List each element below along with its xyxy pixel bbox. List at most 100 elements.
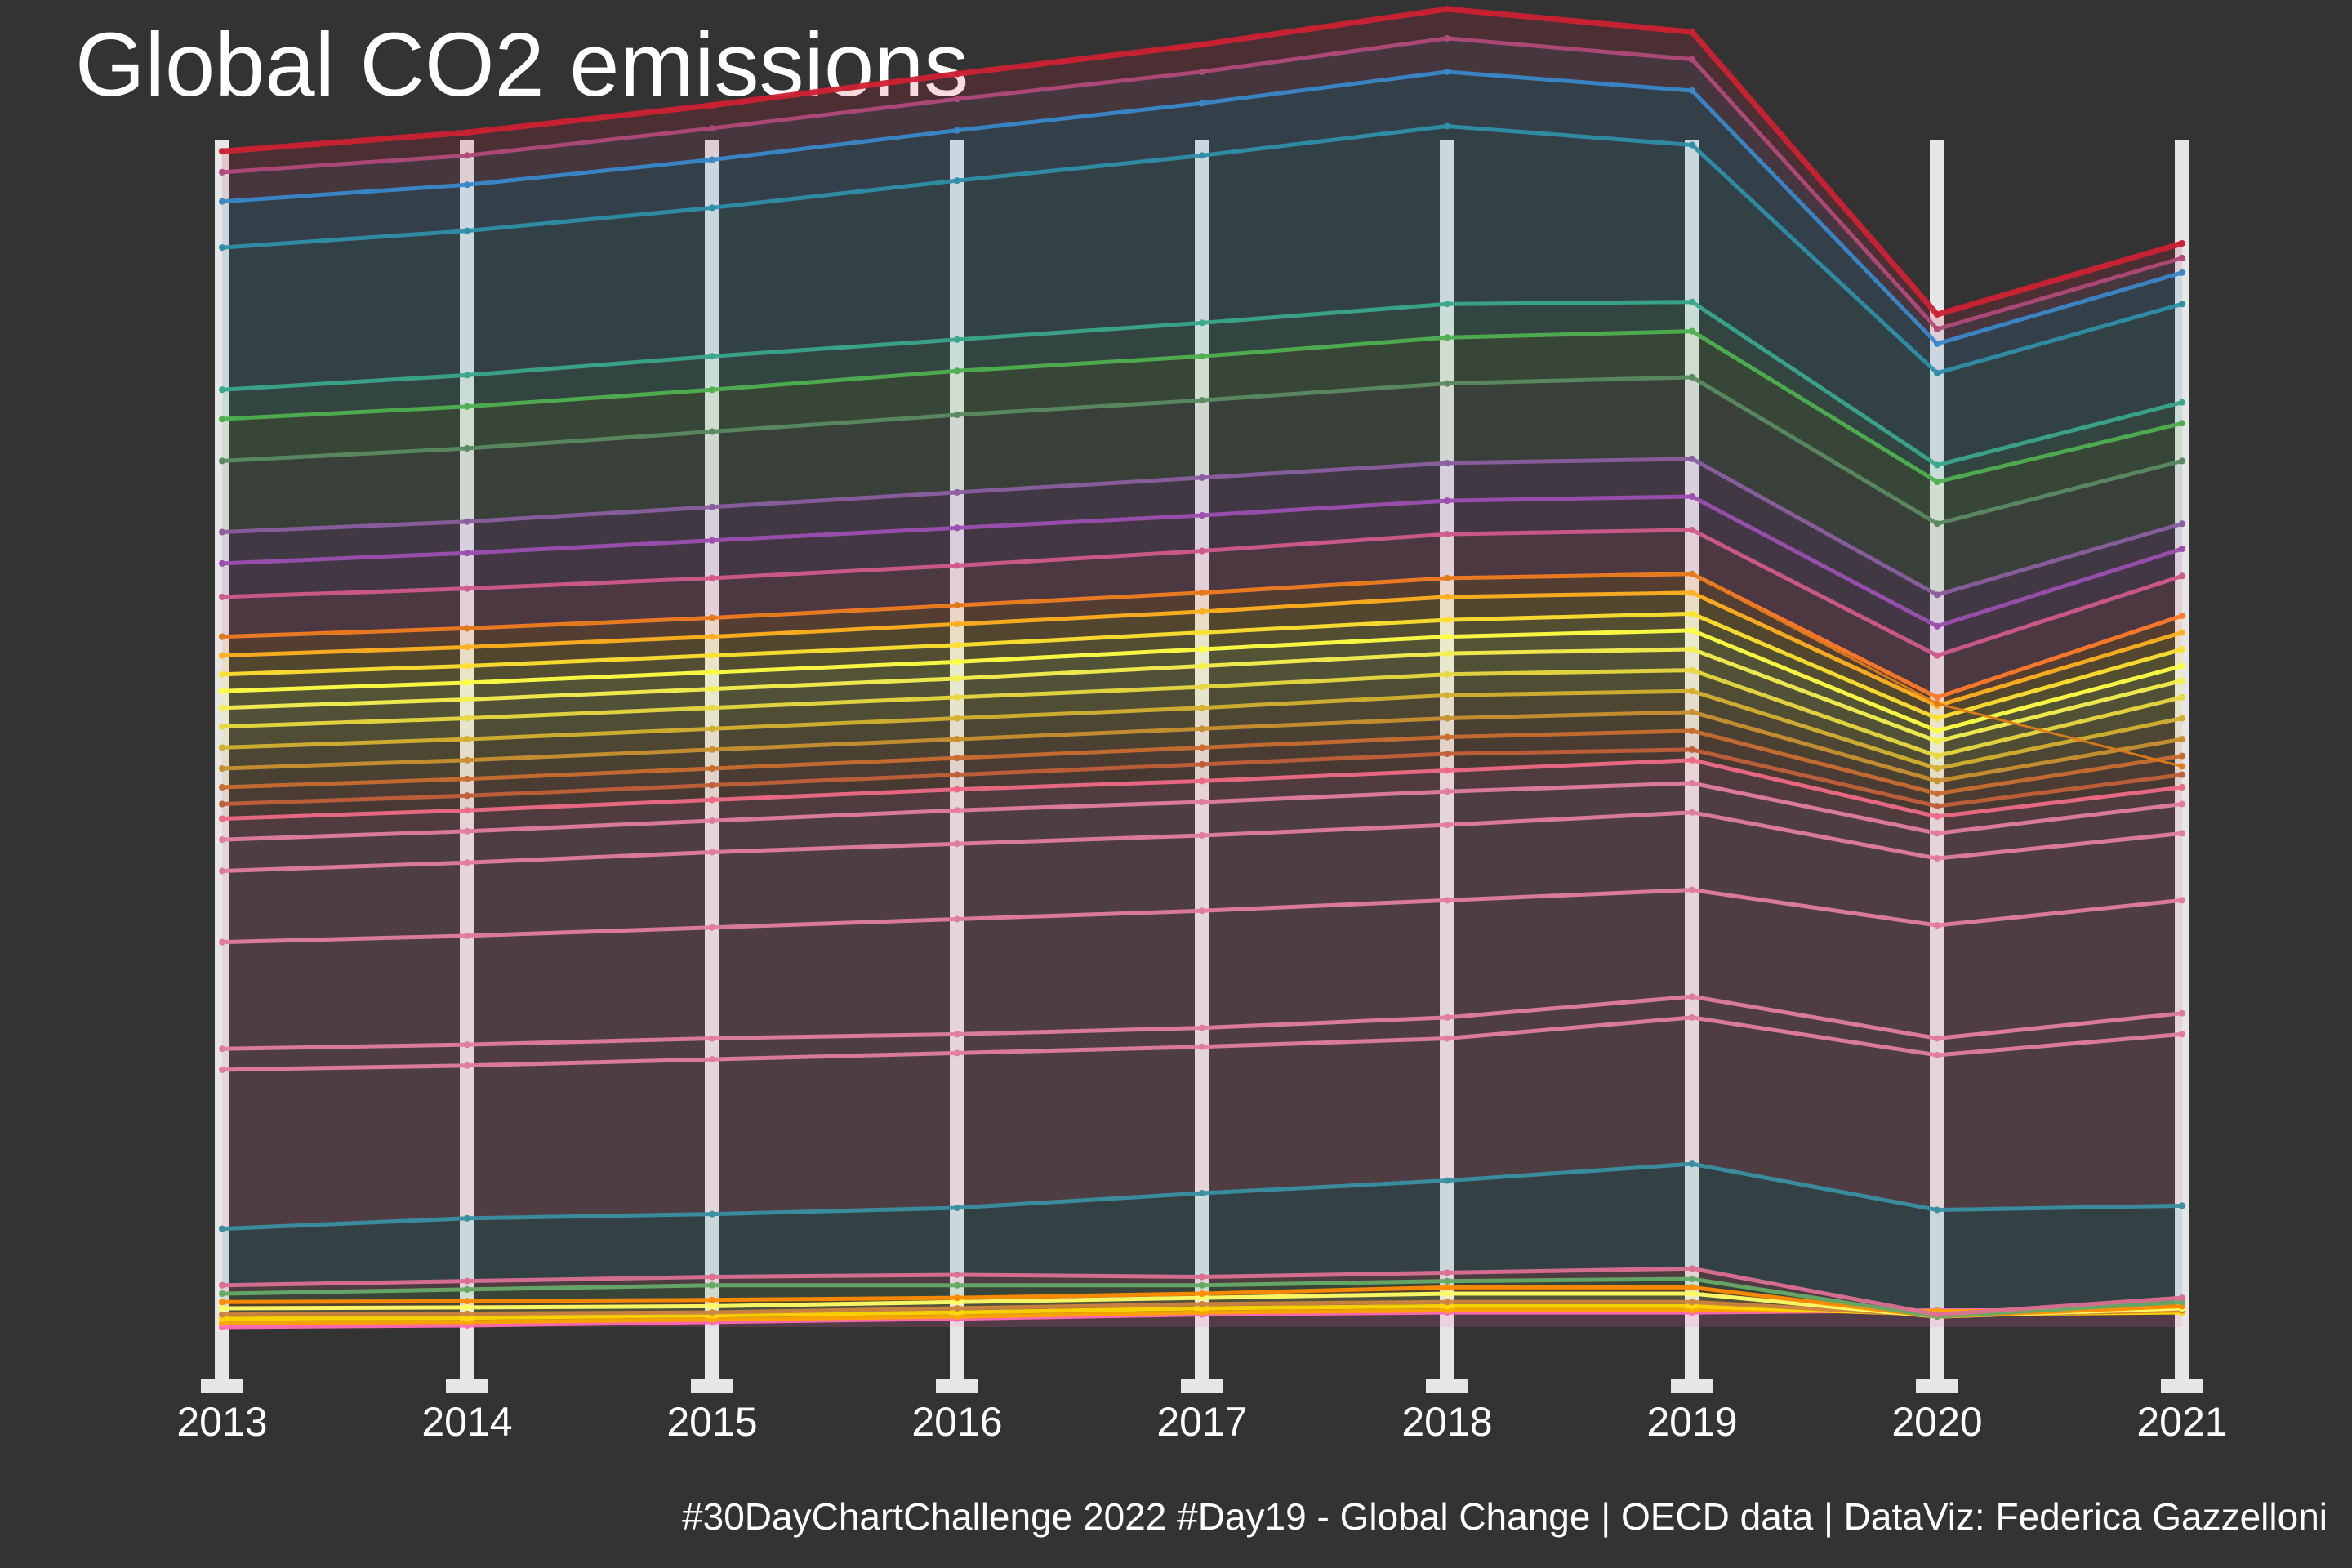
series-point <box>954 621 960 628</box>
series-point <box>2179 572 2185 580</box>
series-point <box>464 403 470 410</box>
series-point <box>219 1045 225 1053</box>
series-point <box>2179 715 2185 722</box>
series-point <box>1444 751 1450 758</box>
series-point <box>1934 777 1940 785</box>
series-point <box>1199 684 1205 691</box>
series-point <box>219 815 225 822</box>
series-point <box>1444 1035 1450 1042</box>
series-point <box>1444 1290 1450 1298</box>
series-point <box>709 1210 715 1218</box>
series-point <box>954 336 960 343</box>
series-point <box>219 168 225 176</box>
series-point <box>219 652 225 659</box>
series-point <box>1934 790 1940 797</box>
series-point <box>1689 708 1695 715</box>
series-point <box>954 1304 960 1312</box>
series-point <box>709 353 715 360</box>
series-point <box>219 1225 225 1232</box>
series-point <box>954 1271 960 1278</box>
series-point <box>219 386 225 394</box>
series-point <box>709 574 715 581</box>
series-point <box>954 915 960 923</box>
series-point <box>1689 570 1695 577</box>
series-point <box>1934 591 1940 599</box>
series-point <box>1444 68 1450 75</box>
series-point <box>709 1273 715 1281</box>
series-point <box>219 723 225 730</box>
series-point <box>1199 1273 1205 1281</box>
series-point <box>1199 1190 1205 1197</box>
series-point <box>1934 922 1940 929</box>
series-point <box>1934 700 1940 707</box>
x-tick-label: 2013 <box>176 1399 267 1445</box>
series-point <box>219 744 225 751</box>
series-point <box>464 550 470 557</box>
year-axis-tick <box>1671 1379 1713 1393</box>
x-tick-label: 2014 <box>421 1399 512 1445</box>
series-point <box>1934 830 1940 837</box>
year-axis-tick <box>1916 1379 1958 1393</box>
series-point <box>709 156 715 163</box>
series-point <box>1934 752 1940 760</box>
series-point <box>1689 589 1695 596</box>
series-point <box>1689 1160 1695 1168</box>
series-point <box>1934 803 1940 810</box>
series-point <box>1199 152 1205 159</box>
series-point <box>219 800 225 808</box>
series-point <box>1934 479 1940 486</box>
series-point <box>1934 715 1940 722</box>
series-point <box>464 445 470 452</box>
series-point <box>1199 353 1205 360</box>
series-point <box>2179 1031 2185 1038</box>
series-point <box>954 658 960 666</box>
series-point <box>1689 455 1695 462</box>
series-point <box>954 1294 960 1302</box>
year-axis-tick <box>2161 1379 2203 1393</box>
series-point <box>464 775 470 782</box>
series-point <box>1689 727 1695 734</box>
series-point <box>1444 897 1450 904</box>
series-point <box>219 1066 225 1073</box>
series-point <box>709 817 715 825</box>
series-band <box>222 1017 2182 1229</box>
series-point <box>1199 547 1205 555</box>
series-point <box>2179 771 2185 778</box>
series-point <box>464 152 470 159</box>
series-point <box>1199 397 1205 404</box>
series-point <box>1444 531 1450 538</box>
series-point <box>1444 1277 1450 1285</box>
series-point <box>1689 141 1695 149</box>
series-point <box>1689 688 1695 695</box>
series-point <box>954 70 960 78</box>
series-point <box>464 696 470 703</box>
series-point <box>1444 497 1450 505</box>
year-axis-tick <box>201 1379 243 1393</box>
series-point <box>1934 737 1940 745</box>
series-point <box>1934 1035 1940 1042</box>
series-point <box>1444 1269 1450 1276</box>
series-point <box>1199 725 1205 733</box>
series-point <box>1444 670 1450 678</box>
x-tick-label: 2016 <box>911 1399 1002 1445</box>
series-point <box>219 633 225 640</box>
series-point <box>709 924 715 931</box>
series-point <box>219 784 225 791</box>
series-point <box>954 1031 960 1038</box>
series-point <box>709 204 715 212</box>
series-point <box>1689 626 1695 634</box>
series-point <box>1934 311 1940 318</box>
series-point <box>464 756 470 764</box>
series-point <box>954 177 960 185</box>
series-point <box>2179 677 2185 684</box>
series-point <box>954 562 960 569</box>
series-point <box>1689 492 1695 500</box>
series-point <box>219 244 225 252</box>
series-point <box>1444 1013 1450 1021</box>
series-point <box>2179 763 2185 770</box>
series-point <box>1934 369 1940 376</box>
series-point <box>219 528 225 536</box>
series-point <box>1444 34 1450 42</box>
